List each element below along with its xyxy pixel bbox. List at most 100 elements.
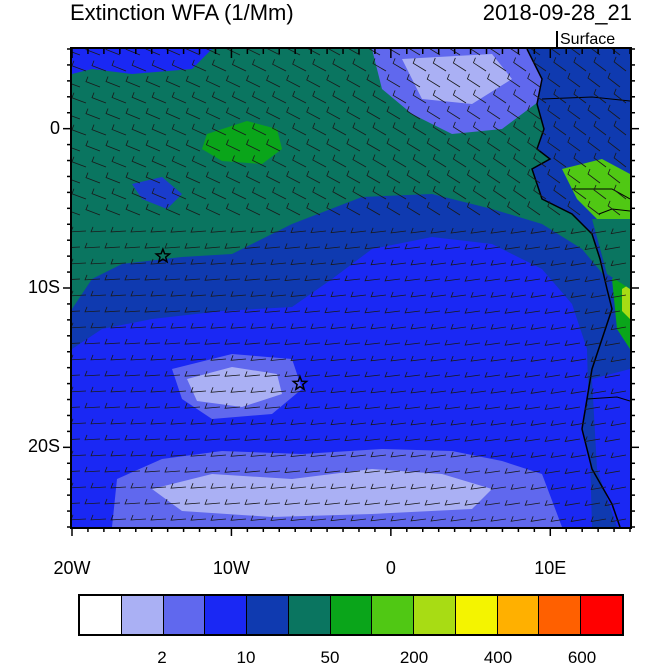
wind-barb xyxy=(324,243,341,250)
wind-barb xyxy=(270,355,287,361)
wind-barb xyxy=(72,502,81,504)
wind-barb xyxy=(230,323,247,329)
wind-barb xyxy=(590,228,607,235)
wind-barb xyxy=(286,170,301,184)
level-label: Surface xyxy=(556,31,615,49)
wind-barb xyxy=(613,56,627,72)
wind-barb xyxy=(284,499,301,505)
wind-barb xyxy=(386,170,401,184)
wind-barb xyxy=(244,243,261,249)
wind-barb xyxy=(466,105,481,120)
wind-barb xyxy=(604,372,621,379)
wind-barb xyxy=(290,451,307,457)
wind-barb xyxy=(432,89,447,104)
wind-barb xyxy=(312,122,327,136)
wind-barb xyxy=(444,403,461,410)
wind-barb xyxy=(84,274,101,281)
wind-barb xyxy=(290,227,307,233)
wind-barb xyxy=(91,124,107,136)
wind-barb xyxy=(151,91,167,104)
wind-barb xyxy=(210,227,227,233)
wind-barb xyxy=(527,169,541,184)
wind-barb xyxy=(392,186,407,200)
wind-barb xyxy=(484,372,501,378)
wind-barb xyxy=(145,108,161,120)
wind-barb xyxy=(446,169,461,184)
wind-barb xyxy=(570,324,587,330)
wind-barb xyxy=(110,258,127,265)
wind-barb xyxy=(350,419,367,426)
wind-barb xyxy=(310,483,327,490)
wind-barb xyxy=(430,387,447,394)
wind-barb xyxy=(171,155,187,168)
land-teal xyxy=(592,219,630,289)
wind-barb xyxy=(264,339,281,345)
wind-barb xyxy=(90,258,107,265)
wind-barb xyxy=(205,203,221,216)
wind-barb xyxy=(493,121,507,136)
wind-barb xyxy=(370,387,387,394)
wind-barb xyxy=(607,104,621,120)
wind-barb xyxy=(130,258,147,265)
lon-tick-label: 20W xyxy=(53,558,91,578)
wind-barb xyxy=(324,307,341,314)
wind-barb xyxy=(270,419,287,425)
wind-barb xyxy=(124,370,141,377)
wind-barb xyxy=(350,259,367,266)
wind-barb xyxy=(590,420,607,427)
wind-barb xyxy=(584,276,601,283)
wind-barb xyxy=(264,403,281,409)
wind-barb xyxy=(312,154,327,168)
wind-barb xyxy=(306,74,321,88)
wind-barb xyxy=(270,451,287,457)
wind-barb xyxy=(72,310,81,312)
wind-barb xyxy=(170,514,187,521)
wind-barb xyxy=(72,51,81,56)
wind-barb xyxy=(111,124,127,136)
wind-barb xyxy=(550,49,561,56)
wind-barb xyxy=(450,515,467,522)
wind-barb xyxy=(444,467,461,474)
wind-barb xyxy=(151,123,167,136)
wind-barb xyxy=(211,187,227,200)
wind-barb xyxy=(564,244,581,250)
wind-barb xyxy=(366,106,381,120)
wind-barb xyxy=(364,339,381,346)
wind-barb xyxy=(130,386,147,393)
wind-barb xyxy=(304,435,321,442)
wind-barb xyxy=(372,186,387,200)
wind-barb xyxy=(372,154,387,168)
wind-barb xyxy=(432,121,447,136)
wind-barb xyxy=(91,188,107,200)
wind-barb xyxy=(250,355,267,361)
wind-barb xyxy=(344,467,361,474)
wind-barb xyxy=(567,168,581,184)
wind-barb xyxy=(131,92,147,104)
wind-barb xyxy=(404,371,421,378)
wind-barb xyxy=(510,292,527,298)
wind-barb xyxy=(613,88,627,104)
wind-barb xyxy=(590,324,607,331)
wind-barb xyxy=(326,170,341,184)
wind-barb xyxy=(390,451,407,458)
wind-barb xyxy=(444,371,461,378)
wind-barb xyxy=(210,355,227,361)
wind-barb xyxy=(470,515,487,522)
wind-barb xyxy=(507,169,521,184)
wind-barb xyxy=(284,307,301,313)
wind-barb xyxy=(490,260,507,266)
wind-barb xyxy=(610,292,627,299)
wind-barb xyxy=(553,185,567,200)
wind-barb xyxy=(124,306,141,313)
wind-barb xyxy=(424,499,441,506)
wind-barb xyxy=(584,404,601,411)
wind-barb xyxy=(430,291,447,298)
wind-barb xyxy=(464,467,481,474)
wind-barb xyxy=(550,292,567,298)
wind-barb xyxy=(446,105,461,120)
lat-tick-label: 20S xyxy=(27,436,60,457)
colorbar-swatch xyxy=(330,596,373,634)
wind-barb xyxy=(466,73,481,88)
wind-barb xyxy=(429,49,441,56)
wind-barb xyxy=(266,171,281,184)
